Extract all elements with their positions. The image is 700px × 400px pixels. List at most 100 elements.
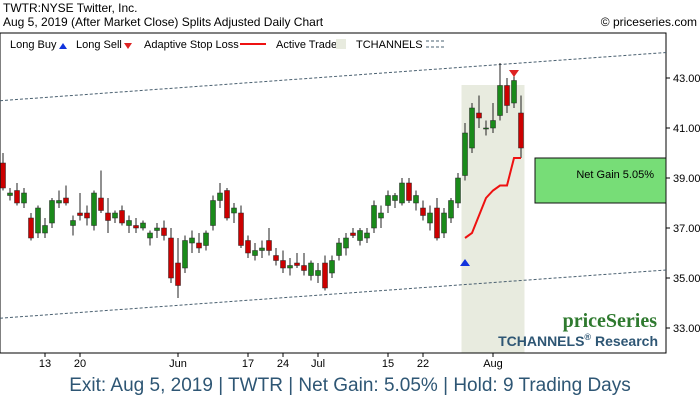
candle xyxy=(21,188,27,208)
candle xyxy=(490,103,496,133)
candle-body xyxy=(203,232,209,246)
candle-body xyxy=(210,200,216,226)
candle xyxy=(217,183,223,208)
candle-body xyxy=(441,212,447,234)
adaptive-stop-line xyxy=(464,157,521,239)
candle-body xyxy=(259,247,265,251)
x-tick-label: 22 xyxy=(417,358,429,370)
copyright-link[interactable]: © priceseries.com xyxy=(600,15,697,29)
candle-body xyxy=(154,227,160,231)
candle-body xyxy=(392,195,398,201)
candle-body xyxy=(35,207,41,234)
candle xyxy=(140,220,146,231)
candle-body xyxy=(63,197,69,204)
candle-body xyxy=(308,262,314,276)
candle-body xyxy=(357,230,363,241)
candle xyxy=(35,205,41,238)
candle-body xyxy=(476,112,482,119)
candle-body xyxy=(182,240,188,269)
candle xyxy=(385,190,391,213)
long-sell-icon xyxy=(509,70,519,77)
candle-body xyxy=(427,212,433,224)
x-tick-label: 24 xyxy=(277,358,289,370)
y-tick-label: 35.00 xyxy=(673,273,700,285)
candle-body xyxy=(364,232,370,239)
candle xyxy=(210,195,216,231)
candle xyxy=(238,205,244,248)
x-tick-label: Jun xyxy=(169,358,187,370)
brand-research-reg: ® xyxy=(584,332,591,342)
brand-name: priceSeries xyxy=(563,310,658,332)
candle xyxy=(273,248,279,266)
y-tick-label: 33.00 xyxy=(673,323,700,335)
candle xyxy=(161,220,167,241)
candle xyxy=(322,255,328,291)
candle xyxy=(462,123,468,181)
candle-body xyxy=(420,207,426,216)
candle-body xyxy=(322,262,328,289)
candle xyxy=(357,228,363,246)
candle xyxy=(14,183,20,206)
candle-body xyxy=(287,265,293,269)
long-buy-icon xyxy=(460,259,470,266)
candle-body xyxy=(189,237,195,244)
active-trade-legend-swatch xyxy=(336,39,346,49)
candle xyxy=(469,103,475,153)
candle-body xyxy=(343,237,349,249)
chart-subtitle: Aug 5, 2019 (After Market Close) Splits … xyxy=(3,15,324,29)
candle xyxy=(203,230,209,251)
candle xyxy=(49,198,55,228)
candle-body xyxy=(105,212,111,221)
legend-long-sell-label: Long Sell xyxy=(76,39,122,51)
candle xyxy=(56,190,62,208)
candle-body xyxy=(504,85,510,106)
candle xyxy=(7,188,13,201)
candle xyxy=(427,205,433,231)
candle xyxy=(329,255,335,278)
x-tick-label: 13 xyxy=(39,358,51,370)
candle xyxy=(133,218,139,233)
candle-body xyxy=(231,207,237,214)
candle xyxy=(378,205,384,228)
candle-body xyxy=(217,192,223,201)
candle xyxy=(476,95,482,128)
candle xyxy=(28,213,34,241)
footer-summary: Exit: Aug 5, 2019 | TWTR | Net Gain: 5.0… xyxy=(69,375,631,396)
candle xyxy=(154,223,160,238)
candle xyxy=(168,228,174,283)
candle-body xyxy=(49,200,55,224)
candle-body xyxy=(7,192,13,196)
candle-body xyxy=(315,270,321,276)
candle xyxy=(420,200,426,221)
candle xyxy=(259,240,265,258)
y-tick-label: 41.00 xyxy=(673,123,700,135)
candle xyxy=(392,193,398,208)
legend-active-trade-label: Active Trade xyxy=(276,39,337,51)
brand-research: TCHANNELS® Research xyxy=(498,332,658,349)
candle-body xyxy=(385,195,391,206)
candle-body xyxy=(448,200,454,219)
candle xyxy=(448,198,454,223)
candle xyxy=(119,205,125,226)
candle-body xyxy=(119,210,125,224)
x-tick-label: 20 xyxy=(74,358,86,370)
candle-body xyxy=(140,222,146,229)
candle xyxy=(455,173,461,208)
candle xyxy=(497,63,503,121)
candle-body xyxy=(399,182,405,204)
candle xyxy=(364,228,370,243)
candle-body xyxy=(56,200,62,204)
candle xyxy=(175,238,181,298)
candle xyxy=(406,178,412,203)
candle xyxy=(336,238,342,261)
candle-body xyxy=(112,212,118,219)
candle-body xyxy=(224,190,230,219)
candle xyxy=(518,95,524,158)
candle-body xyxy=(161,227,167,236)
candle xyxy=(189,230,195,253)
candle xyxy=(483,120,489,136)
candle-body xyxy=(0,162,6,189)
candle-body xyxy=(280,260,286,269)
candle xyxy=(287,258,293,276)
